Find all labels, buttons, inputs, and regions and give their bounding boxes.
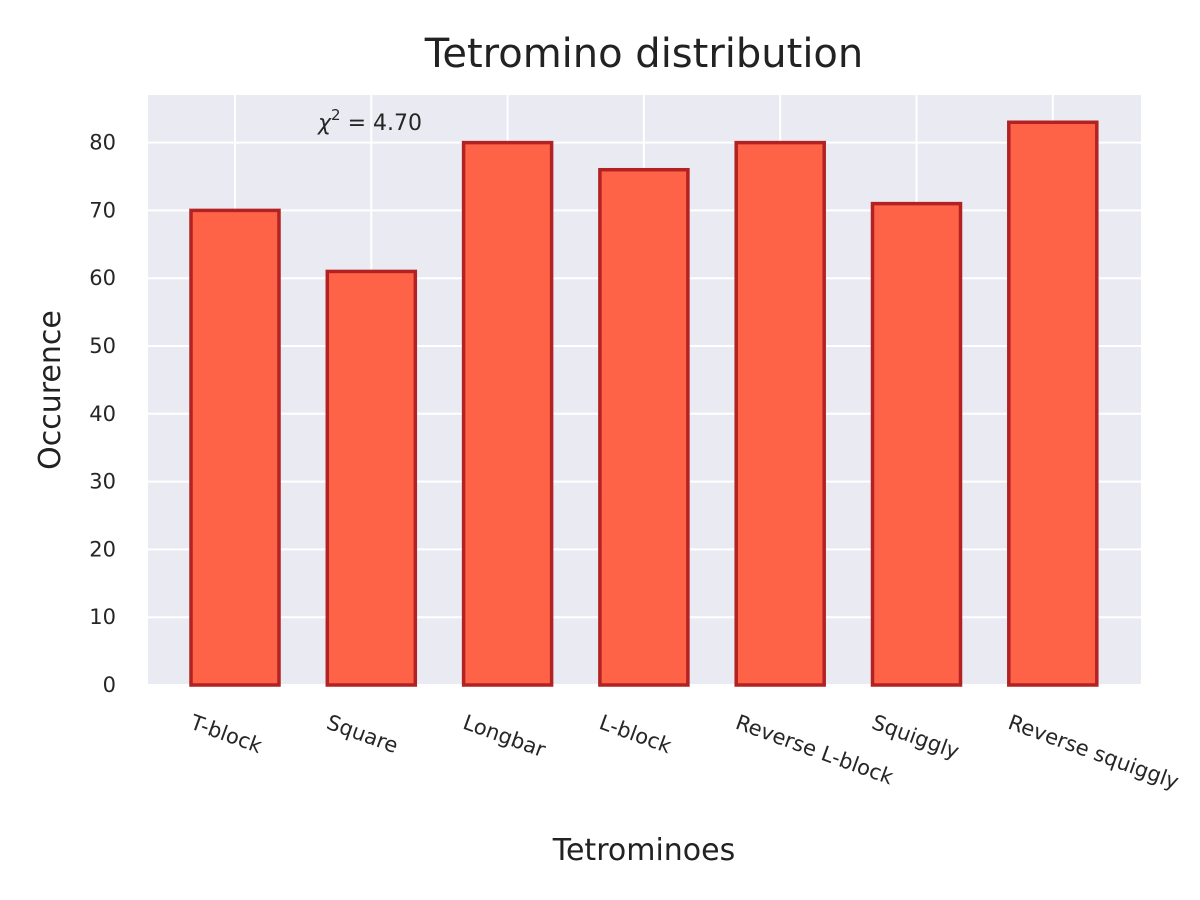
y-tick-label: 10	[89, 605, 116, 629]
chart-title: Tetromino distribution	[424, 31, 864, 77]
bar	[734, 140, 826, 687]
y-tick-label: 30	[89, 470, 116, 494]
y-axis-label: Occurence	[33, 310, 68, 470]
bar	[325, 269, 418, 687]
x-tick-label: Reverse squiggly	[1005, 710, 1182, 794]
bar	[870, 201, 963, 687]
y-tick-label: 40	[89, 402, 116, 426]
x-tick-label: Longbar	[460, 710, 549, 762]
y-tick-labels: 0 10 20 30 40 50 60 70 80	[89, 131, 116, 697]
x-tick-label: T-block	[186, 710, 266, 759]
x-axis-label: Tetrominoes	[552, 833, 736, 868]
chi-superscript: 2	[331, 106, 341, 124]
y-tick-label: 20	[89, 537, 116, 561]
bar	[1007, 120, 1099, 687]
y-tick-label: 70	[89, 198, 116, 222]
y-tick-label: 0	[103, 673, 116, 697]
chi-square-annotation: χ2 = 4.70	[317, 106, 422, 136]
chi-value: = 4.70	[341, 111, 422, 136]
y-tick-label: 80	[89, 131, 116, 155]
x-tick-label: L-block	[596, 710, 675, 758]
x-tick-label: Square	[324, 710, 402, 758]
chi-symbol: χ	[317, 111, 332, 136]
x-tick-label: Squiggly	[869, 710, 962, 764]
y-tick-label: 60	[89, 266, 116, 290]
x-tick-labels: T-block Square Longbar L-block Reverse L-blo…	[186, 710, 1182, 794]
y-tick-label: 50	[89, 334, 116, 358]
bar	[461, 140, 554, 687]
bar	[598, 167, 690, 687]
bars	[189, 120, 1099, 687]
bar	[189, 208, 281, 687]
